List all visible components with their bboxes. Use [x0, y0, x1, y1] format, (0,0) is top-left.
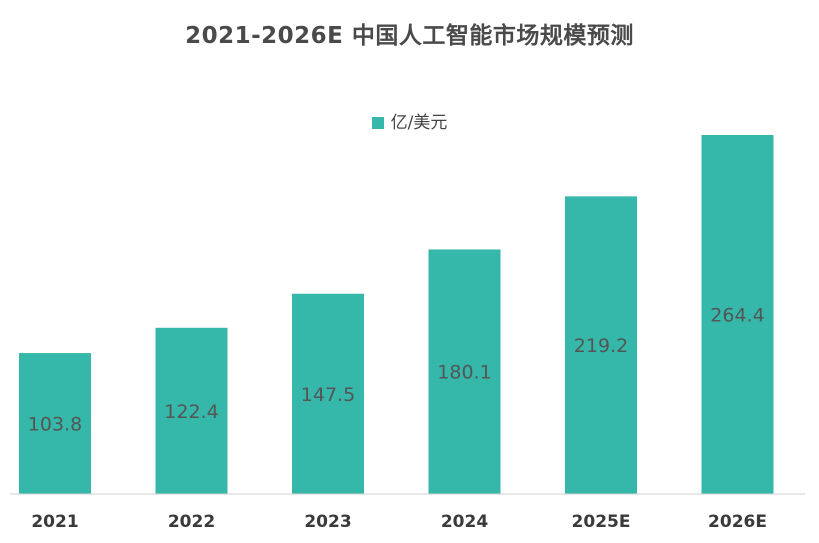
bar-2022	[155, 327, 228, 494]
bars-group	[19, 135, 774, 494]
value-label-2021: 103.8	[28, 414, 82, 436]
x-tick-2021: 2021	[31, 512, 78, 532]
x-tick-labels-group: 2021 2022 2023 2024 2025E 2026E	[31, 512, 767, 532]
x-tick-2023: 2023	[304, 512, 351, 532]
value-label-2025E: 219.2	[574, 335, 628, 357]
bar-2025E	[565, 196, 637, 494]
x-tick-2022: 2022	[168, 512, 215, 532]
bar-2021	[19, 353, 91, 494]
value-label-2022: 122.4	[164, 401, 218, 423]
x-tick-2025E: 2025E	[572, 512, 631, 532]
bar-2024	[428, 249, 501, 494]
value-label-2026E: 264.4	[710, 305, 764, 327]
legend-label: 亿/美元	[390, 113, 448, 133]
value-label-2023: 147.5	[301, 384, 355, 406]
value-labels-group: 103.8 122.4 147.5 180.1 219.2 264.4	[28, 305, 765, 436]
x-tick-2026E: 2026E	[708, 512, 767, 532]
legend: 亿/美元	[0, 108, 819, 133]
bar-2023	[292, 293, 364, 494]
bar-2026E	[701, 135, 774, 494]
value-label-2024: 180.1	[437, 362, 491, 384]
chart-title: 2021-2026E 中国人工智能市场规模预测	[185, 23, 634, 49]
x-tick-2024: 2024	[441, 512, 488, 532]
legend-swatch	[371, 117, 384, 129]
